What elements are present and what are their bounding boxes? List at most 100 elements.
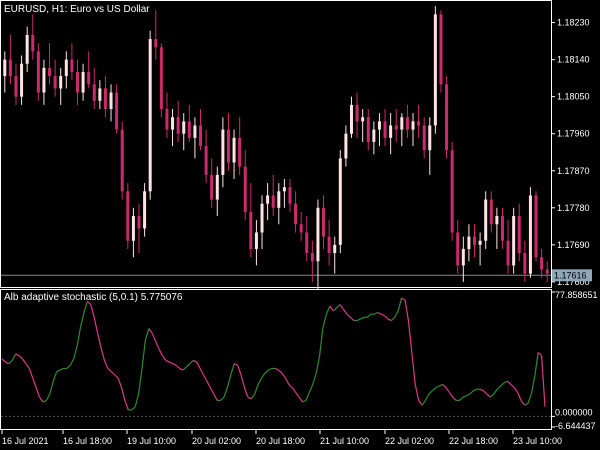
candle-body xyxy=(42,67,46,93)
indicator-segment xyxy=(438,383,443,387)
indicator-segment xyxy=(69,358,75,366)
candle-body xyxy=(25,34,29,64)
price-tick-label: 1.18050 xyxy=(557,92,590,102)
indicator-segment xyxy=(230,363,235,376)
candle-body xyxy=(199,125,203,147)
indicator-tick-label: 0.000000 xyxy=(555,407,593,417)
candle xyxy=(221,117,225,188)
indicator-segment xyxy=(367,313,372,318)
candle xyxy=(31,14,35,60)
indicator-segment xyxy=(540,355,546,407)
candles-group xyxy=(3,6,549,291)
candle xyxy=(70,43,74,81)
indicator-segment xyxy=(404,299,409,321)
candle xyxy=(165,92,169,138)
indicator-segment xyxy=(189,360,194,365)
time-tick-label: 22 Jul 02:00 xyxy=(385,436,434,446)
indicator-segment xyxy=(124,400,129,411)
indicator-segment xyxy=(192,359,197,363)
candle-body xyxy=(484,199,488,241)
candle-body xyxy=(238,137,242,167)
indicator-segment xyxy=(223,387,228,398)
candle-body xyxy=(411,121,415,130)
current-price-marker: 1.17616 xyxy=(552,269,592,282)
candle xyxy=(115,84,119,134)
indicator-segment xyxy=(431,387,437,392)
price-tick-label: 1.17870 xyxy=(557,166,590,176)
indicator-segment xyxy=(517,392,522,401)
indicator-segment xyxy=(66,364,71,369)
indicator-segment xyxy=(421,400,426,406)
candle xyxy=(249,183,253,258)
indicator-segment xyxy=(507,380,512,385)
candle-body xyxy=(226,129,230,163)
indicator-segment xyxy=(138,368,143,395)
indicator-segment xyxy=(175,364,180,369)
candle xyxy=(25,26,29,72)
candle xyxy=(131,207,135,258)
indicator-segment xyxy=(448,392,454,398)
indicator-tick-label: -6.644437 xyxy=(555,421,596,431)
candle xyxy=(445,76,449,159)
indicator-panel[interactable]: Alb adaptive stochastic (5,0.1) 5.775076 xyxy=(0,289,552,430)
indicator-segment xyxy=(114,374,119,379)
indicator-segment xyxy=(401,297,406,301)
candle-body xyxy=(366,117,370,142)
indicator-segment xyxy=(479,388,484,392)
candle xyxy=(322,195,326,249)
candle-body xyxy=(81,71,85,93)
candle xyxy=(540,248,544,278)
price-tick-label: 1.17780 xyxy=(557,203,590,213)
candle-body xyxy=(473,236,477,245)
candle-body xyxy=(53,76,57,89)
candle xyxy=(500,207,504,249)
candle-body xyxy=(467,236,471,249)
indicator-segment xyxy=(513,387,519,393)
current-price-box xyxy=(552,269,592,282)
candle xyxy=(456,220,460,274)
indicator-segment xyxy=(493,388,498,395)
candle xyxy=(383,109,387,147)
indicator-segment xyxy=(148,328,153,334)
indicator-segment xyxy=(120,387,126,401)
candle-body xyxy=(500,216,504,241)
candle xyxy=(8,34,12,85)
indicator-segment xyxy=(411,352,416,385)
indicator-segment xyxy=(76,326,82,347)
indicator-segment xyxy=(182,366,187,371)
candle-body xyxy=(3,59,7,77)
indicator-segment xyxy=(278,369,283,374)
indicator-segment xyxy=(158,349,164,356)
indicator-segment xyxy=(15,353,20,357)
candle xyxy=(355,92,359,138)
candle xyxy=(109,84,113,122)
candle xyxy=(316,199,320,291)
indicator-segment xyxy=(32,377,37,388)
candle-body xyxy=(349,104,353,134)
indicator-segment xyxy=(308,384,314,393)
indicator-segment xyxy=(8,360,13,365)
candle-body xyxy=(361,117,365,122)
candle-body xyxy=(355,104,359,122)
indicator-segment xyxy=(390,316,396,321)
candle xyxy=(338,150,342,254)
indicator-segment xyxy=(35,387,41,398)
candle-body xyxy=(506,240,510,266)
indicator-segment xyxy=(414,384,420,401)
candle-body xyxy=(31,34,35,52)
candle xyxy=(433,6,437,134)
indicator-segment xyxy=(288,383,293,389)
candle-body xyxy=(478,240,482,245)
indicator-segment xyxy=(199,368,205,376)
indicator-segment xyxy=(537,352,542,357)
indicator-segment xyxy=(322,313,328,328)
indicator-segment xyxy=(83,301,88,313)
price-tick-label: 1.17690 xyxy=(557,240,590,250)
candle-body xyxy=(148,39,152,192)
candle-body xyxy=(456,232,460,266)
candle xyxy=(417,104,421,138)
indicator-segment xyxy=(339,304,344,310)
time-tick-label: 16 Jul 18:00 xyxy=(63,436,112,446)
